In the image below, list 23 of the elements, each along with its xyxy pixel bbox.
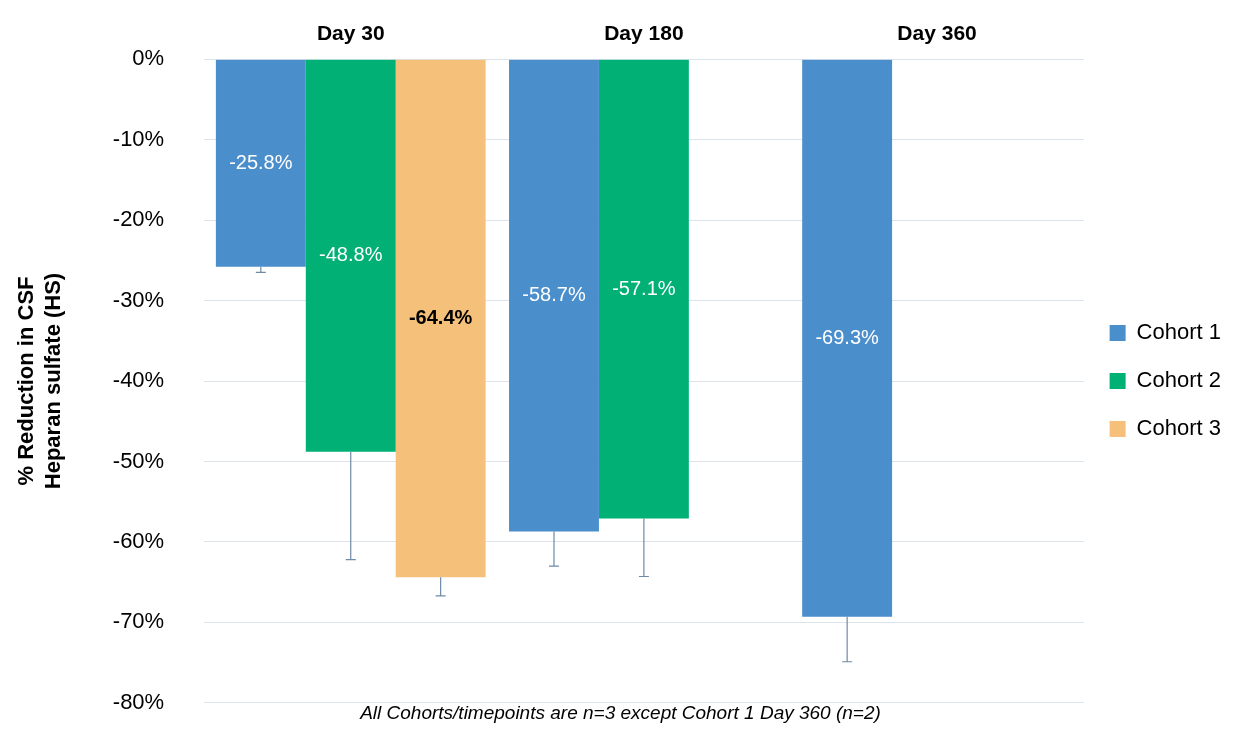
legend-label: Cohort 3 [1136, 415, 1222, 441]
y-tick-label: -70% [112, 608, 165, 634]
data-label: -25.8% [229, 150, 293, 173]
x-tick-label: Day 360 [897, 21, 977, 45]
y-tick-label: -10% [112, 125, 165, 151]
y-tick-label: 0% [132, 45, 165, 71]
y-tick-label: -40% [112, 367, 165, 393]
y-tick-label: -30% [112, 286, 165, 312]
data-label: -69.3% [815, 325, 880, 348]
data-label: -64.4% [408, 306, 473, 329]
x-tick-label: Day 180 [604, 21, 684, 45]
y-axis-title: % Reduction in CSF Heparan sulfate (HS) [13, 272, 65, 490]
annotation: All Cohorts/timepoints are n=3 except Cohort 1 Day 360 (n=2) [359, 702, 881, 724]
y-tick-label: -60% [112, 527, 165, 553]
data-label: -58.7% [522, 283, 586, 306]
legend-label: Cohort 2 [1136, 367, 1222, 393]
legend-label: Cohort 1 [1136, 319, 1222, 345]
y-tick-label: -80% [112, 688, 165, 714]
x-tick-label: Day 30 [316, 21, 385, 45]
data-label: -48.8% [319, 243, 383, 266]
data-label: -57.1% [612, 276, 676, 299]
y-tick-label: -50% [112, 447, 165, 473]
y-tick-label: -20% [112, 206, 165, 232]
